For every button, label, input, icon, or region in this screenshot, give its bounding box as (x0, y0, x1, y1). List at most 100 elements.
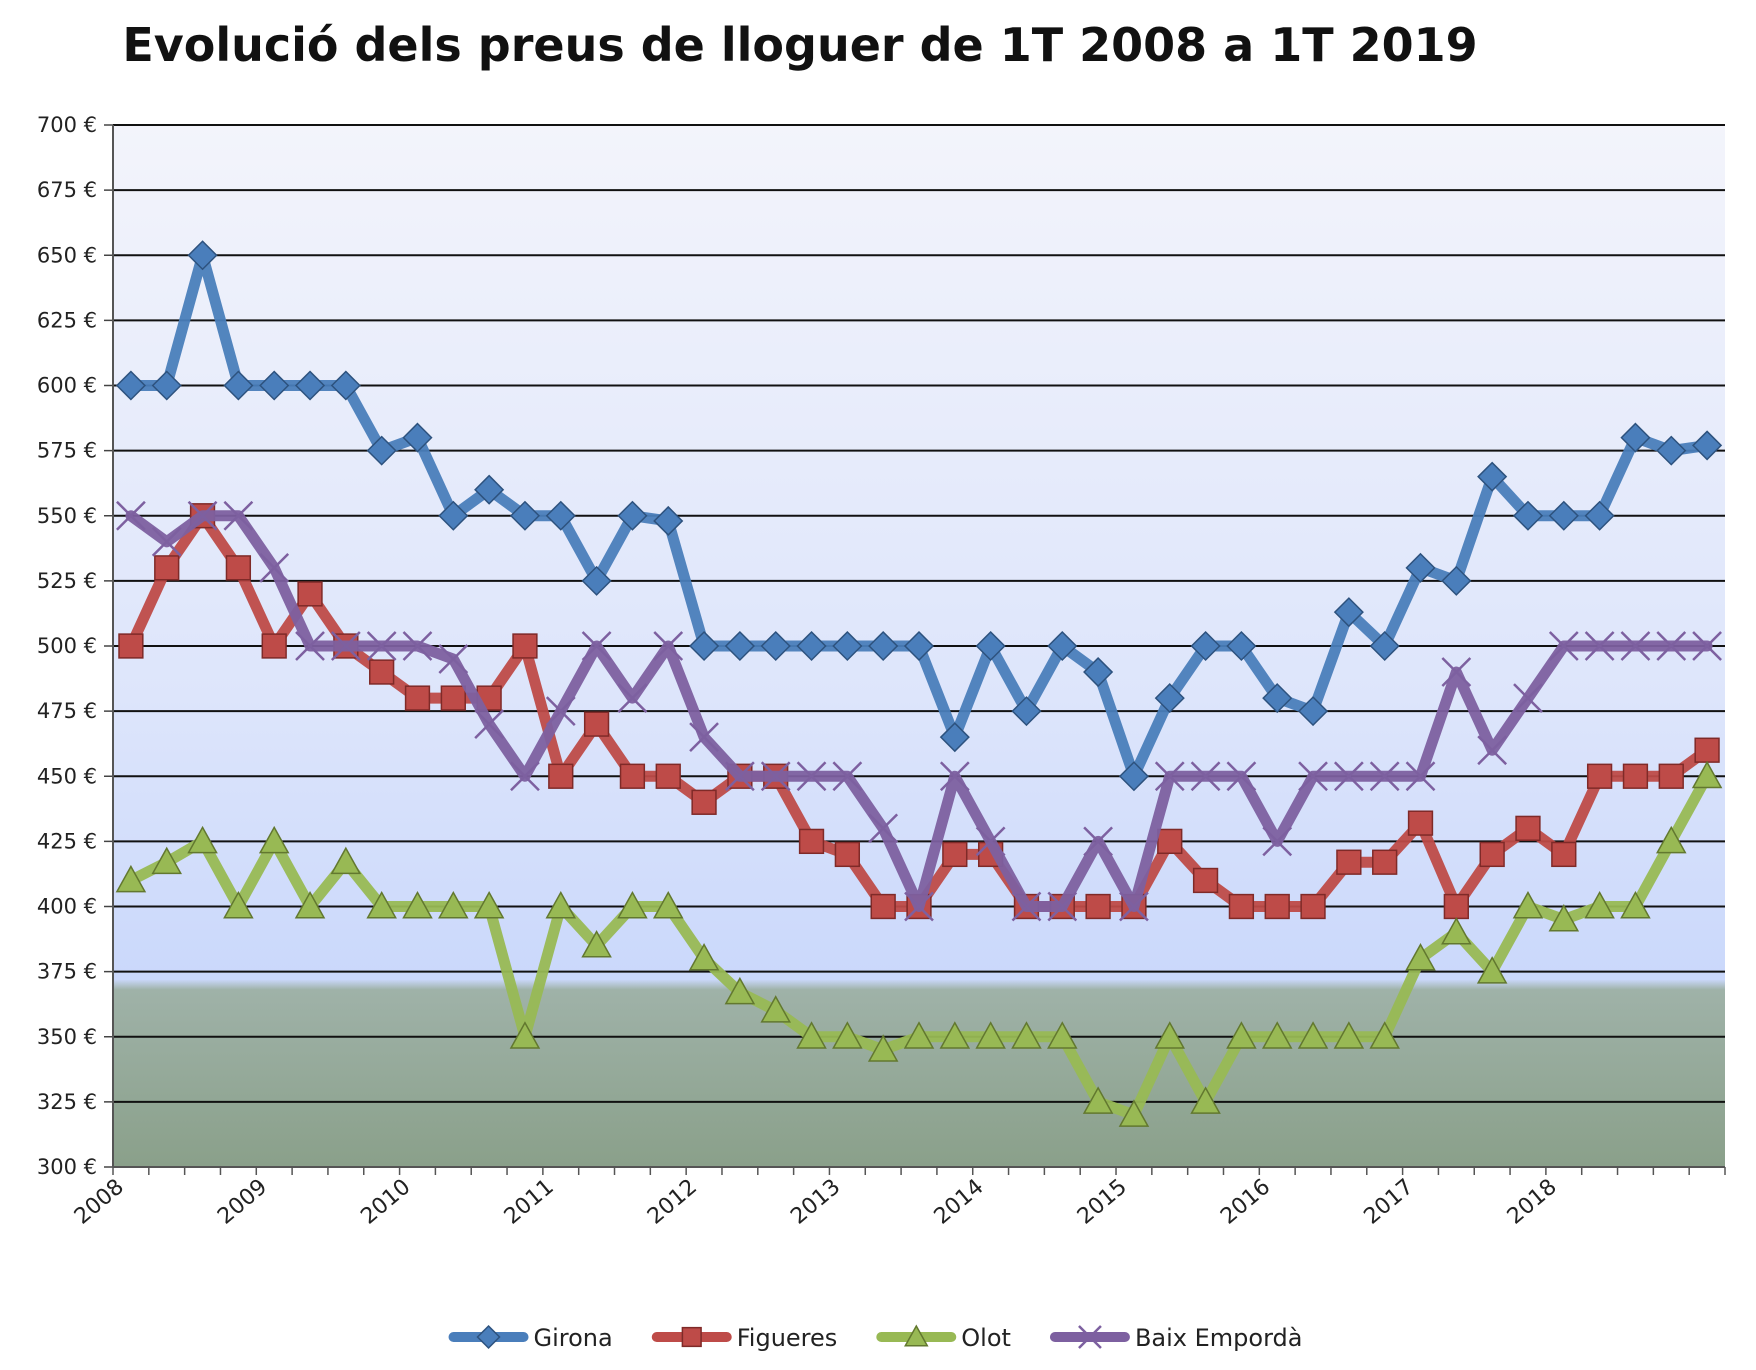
data-point (1477, 735, 1508, 766)
data-point (868, 630, 899, 662)
data-point (903, 630, 935, 662)
data-point (438, 644, 469, 674)
data-point (1443, 893, 1469, 920)
x-tick-label: 2016 (1216, 1174, 1275, 1229)
data-point (1694, 737, 1720, 763)
x-tick-label: 2015 (1073, 1174, 1132, 1229)
x-tick-label: 2008 (70, 1174, 129, 1229)
data-point (796, 761, 827, 792)
data-point (258, 825, 290, 854)
data-point (1333, 597, 1364, 628)
data-point (223, 370, 254, 401)
data-point (509, 1021, 541, 1049)
data-point (1405, 943, 1436, 971)
data-point (653, 505, 684, 537)
data-point (1300, 893, 1326, 920)
data-point (1369, 761, 1400, 792)
data-point (1441, 657, 1472, 687)
data-point (366, 435, 397, 466)
data-point (617, 890, 648, 919)
data-point (1118, 1099, 1150, 1127)
data-point (294, 890, 326, 919)
data-point (655, 763, 681, 789)
data-point (1656, 435, 1687, 466)
data-point (583, 711, 610, 737)
legend-label: Girona (534, 1324, 613, 1352)
data-point (832, 1021, 863, 1049)
data-point (118, 633, 144, 659)
data-point (440, 685, 466, 711)
data-point (1298, 761, 1328, 792)
data-point (1190, 1086, 1221, 1114)
data-point (1085, 893, 1111, 920)
data-point (187, 240, 218, 271)
data-point (545, 696, 576, 727)
data-point (1228, 893, 1255, 920)
data-point (1333, 761, 1364, 792)
data-point (760, 630, 791, 662)
data-point (581, 930, 612, 958)
data-point (1551, 841, 1577, 868)
data-point (1658, 763, 1684, 789)
data-point (1119, 891, 1149, 922)
data-point (724, 630, 755, 662)
x-tick-label: 2012 (643, 1174, 702, 1229)
y-tick-label: 375 € (37, 960, 97, 984)
x-tick-label: 2011 (500, 1174, 559, 1229)
data-point (1154, 683, 1185, 714)
data-point (1369, 1021, 1400, 1049)
data-point (402, 422, 433, 453)
data-point (1047, 1021, 1078, 1049)
series-olot (115, 760, 1723, 1127)
data-point (330, 631, 361, 661)
data-point (1515, 815, 1541, 842)
legend-label: Figueres (737, 1324, 838, 1352)
data-point (154, 555, 180, 581)
data-point (476, 1324, 501, 1350)
data-point (653, 631, 684, 661)
data-point (259, 552, 290, 583)
data-point (438, 890, 469, 919)
data-point (402, 890, 433, 919)
data-point (796, 1021, 827, 1049)
data-point (691, 789, 717, 815)
data-point (681, 1326, 702, 1348)
data-point (832, 761, 863, 792)
data-point (903, 1021, 935, 1049)
data-point (259, 370, 290, 401)
data-point (1192, 867, 1219, 894)
data-point (1548, 500, 1579, 531)
data-point (1512, 890, 1544, 919)
data-point (1262, 826, 1293, 857)
data-point (1405, 761, 1436, 792)
data-point (151, 370, 182, 401)
data-point (294, 370, 326, 401)
data-point (1692, 430, 1723, 461)
data-point (689, 722, 719, 753)
y-tick-label: 300 € (37, 1155, 97, 1179)
data-point (1083, 826, 1113, 857)
data-point (1190, 761, 1221, 792)
data-point (473, 890, 505, 919)
legend-item-olot: Olot (876, 1324, 1011, 1352)
data-point (904, 891, 934, 922)
data-point (1262, 683, 1293, 714)
data-point (225, 555, 252, 581)
data-point (1190, 630, 1221, 662)
data-point (1476, 956, 1508, 984)
data-point (975, 1021, 1006, 1049)
data-point (1441, 917, 1472, 945)
data-point (975, 826, 1006, 857)
data-point (1154, 761, 1185, 792)
series-girona (115, 240, 1723, 792)
y-tick-label: 425 € (37, 829, 97, 853)
data-point (223, 500, 254, 531)
data-point (1584, 500, 1615, 531)
data-point (975, 630, 1006, 662)
data-point (1154, 1021, 1186, 1049)
legend-item-figueres: Figueres (651, 1324, 838, 1352)
data-point (1082, 1086, 1114, 1114)
y-tick-label: 325 € (37, 1090, 97, 1114)
data-point (1656, 631, 1687, 661)
